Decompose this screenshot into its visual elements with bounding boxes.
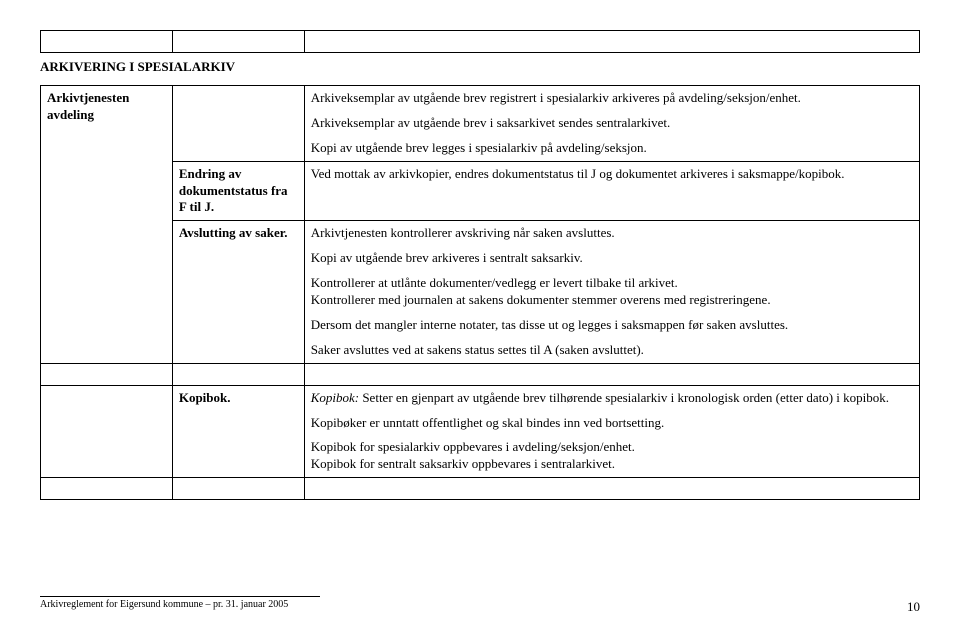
empty-row [41,31,920,53]
empty-row [41,363,920,385]
cell-content: Kopibok: Setter en gjenpart av utgående … [304,385,919,478]
cell-content: Arkiveksemplar av utgående brev registre… [304,86,919,162]
empty-row [41,478,920,500]
paragraph: Arkiveksemplar av utgående brev i saksar… [311,115,913,132]
table-row: Arkivtjenesten avdeling Arkiveksemplar a… [41,86,920,162]
paragraph: Arkiveksemplar av utgående brev registre… [311,90,913,107]
footer-text: Arkivreglement for Eigersund kommune – p… [40,599,288,615]
paragraph: Kopibok: Setter en gjenpart av utgående … [311,390,913,407]
page-footer: Arkivreglement for Eigersund kommune – p… [40,596,920,615]
paragraph: Kopi av utgående brev legges i spesialar… [311,140,913,157]
cell-content: Ved mottak av arkivkopier, endres dokume… [304,161,919,221]
paragraph: Arkivtjenesten kontrollerer avskriving n… [311,225,913,242]
cell-avslutting: Avslutting av saker. [172,221,304,363]
paragraph: Kontrollerer at utlånte dokumenter/vedle… [311,275,913,309]
paragraph: Dersom det mangler interne notater, tas … [311,317,913,334]
table-row: Kopibok. Kopibok: Setter en gjenpart av … [41,385,920,478]
paragraph: Kopi av utgående brev arkiveres i sentra… [311,250,913,267]
paragraph: Kopibøker er unntatt offentlighet og ska… [311,415,913,432]
document-table [40,30,920,53]
page-number: 10 [907,599,920,615]
table-row: Endring av dokumentstatus fra F til J. V… [41,161,920,221]
document-table-main: Arkivtjenesten avdeling Arkiveksemplar a… [40,85,920,500]
cell-content: Arkivtjenesten kontrollerer avskriving n… [304,221,919,363]
section-heading: ARKIVERING I SPESIALARKIV [40,53,920,85]
cell-endring: Endring av dokumentstatus fra F til J. [172,161,304,221]
paragraph: Saker avsluttes ved at sakens status set… [311,342,913,359]
cell-arkivtjenesten: Arkivtjenesten avdeling [41,86,173,364]
paragraph: Kopibok for spesialarkiv oppbevares i av… [311,439,913,473]
table-row: Avslutting av saker. Arkivtjenesten kont… [41,221,920,363]
cell-kopibok: Kopibok. [172,385,304,478]
